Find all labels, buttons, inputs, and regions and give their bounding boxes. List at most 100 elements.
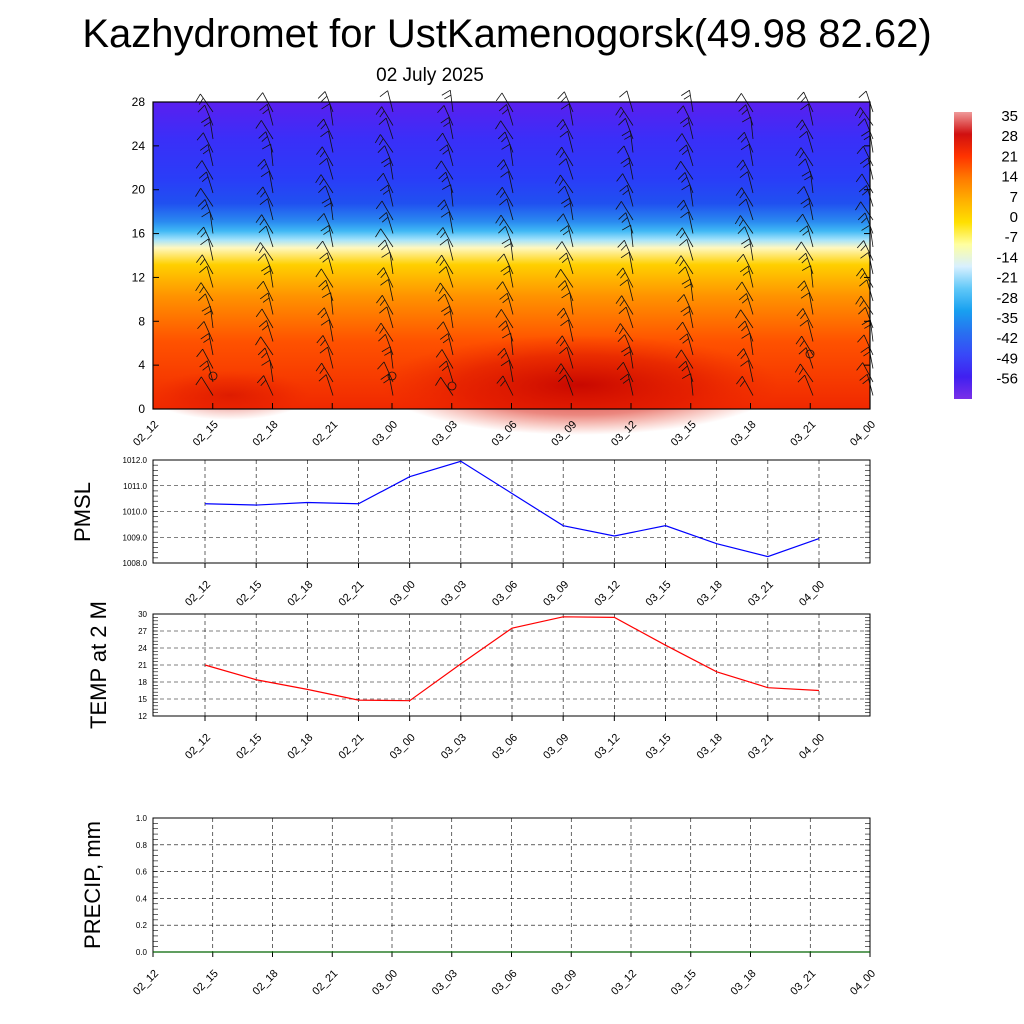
wind-barb [856,240,874,261]
wind-barb [557,185,574,207]
heatmap-y-tick-label: 20 [132,183,146,197]
x-tick-label: 02_15 [191,968,221,998]
x-tick-label: 03_00 [388,732,418,762]
x-tick-label: 03_21 [788,968,818,998]
wind-barb [320,130,334,153]
wind-barb [618,306,634,329]
wind-barb [496,159,514,180]
wind-barb [676,199,694,221]
wind-barb [376,172,394,194]
wind-barb [500,360,514,383]
wind-barb [435,349,454,369]
wind-barb [495,120,514,140]
calm-marker [387,371,397,381]
wind-barb [439,238,454,261]
wind-barb [556,335,574,356]
wind-barb [439,144,454,167]
wind-barb [318,374,334,396]
wind-barb [858,307,874,329]
wind-barb [498,320,514,342]
wind-barb [195,188,214,207]
wind-barb [797,374,814,396]
wind-barb [254,242,274,261]
wind-barb [437,293,454,315]
wind-barb [441,305,454,329]
wind-barb [615,201,634,221]
wind-barb [375,200,394,221]
wind-barb [681,373,694,396]
x-tick-label: 03_18 [729,968,759,998]
wind-barb [737,226,754,248]
wind-barb [255,120,274,140]
wind-barb [675,255,694,275]
wind-barb [680,306,694,329]
heatmap-x-tick-label: 02_21 [310,419,340,449]
wind-barb [321,197,334,221]
x-tick-label: 03_06 [490,968,520,998]
x-tick-label: 03_15 [669,968,699,998]
wind-barb [260,171,274,194]
wind-barb [500,171,514,194]
y-tick-label: 1.0 [136,814,148,823]
colorbar-label: -49 [996,350,1018,367]
calm-marker [805,349,815,359]
wind-barb [741,238,754,261]
wind-barb [735,187,754,207]
panel-frame [152,459,871,564]
wind-barb [738,198,754,221]
y-tick-label: 1010.0 [123,508,148,517]
x-tick-label: 03_06 [490,732,520,762]
wind-barb [799,319,814,342]
colorbar-label: -56 [996,371,1018,388]
wind-barb [616,173,634,194]
wind-barb [681,89,694,113]
wind-barb [437,199,454,221]
wind-barb [435,377,454,396]
colorbar-label: -7 [1005,229,1018,246]
wind-barb [377,145,394,167]
wind-barb [379,306,394,329]
x-tick-label: 03_15 [644,579,674,609]
colorbar-label: -28 [996,290,1018,307]
y-tick-label: 0.2 [136,921,148,930]
wind-barb [501,332,514,356]
colorbar-label: -21 [996,270,1018,287]
y-tick-label: 1012.0 [123,456,148,465]
wind-barb [800,198,814,221]
wind-barb [258,131,274,153]
series-line [204,460,820,558]
wind-barb [195,376,214,396]
y-tick-label: 1009.0 [123,533,148,542]
wind-barb [318,279,334,302]
wind-barb [495,214,514,234]
wind-barb [735,309,754,329]
y-tick-label: 27 [138,627,147,636]
wind-barb [497,253,514,275]
wind-barb [261,143,274,167]
wind-barb [438,171,454,194]
wind-barb [736,376,754,396]
colorbar-label: -14 [996,249,1018,266]
wind-barb [497,347,514,369]
wind-barb [741,116,754,140]
colorbar-label: 0 [1010,209,1018,226]
wind-barb [377,239,394,261]
x-tick-label: 02_18 [285,579,315,609]
wind-barb [258,320,274,342]
wind-barb [561,292,574,315]
wind-barb [735,281,754,302]
y-tick-label: 0.4 [136,894,148,903]
wind-barb [677,172,694,194]
wind-barb [618,212,634,234]
wind-barb [379,90,394,113]
wind-barb [196,132,214,153]
calm-marker [208,371,218,381]
wind-barb [795,241,814,261]
wind-barb [381,346,394,369]
y-axis-label: TEMP at 2 M [86,601,111,729]
heatmap-x-tick-label: 04_00 [848,419,878,449]
wind-barbs [194,89,874,396]
wind-barb [620,157,634,180]
heatmap-x-tick-label: 02_15 [191,419,221,449]
